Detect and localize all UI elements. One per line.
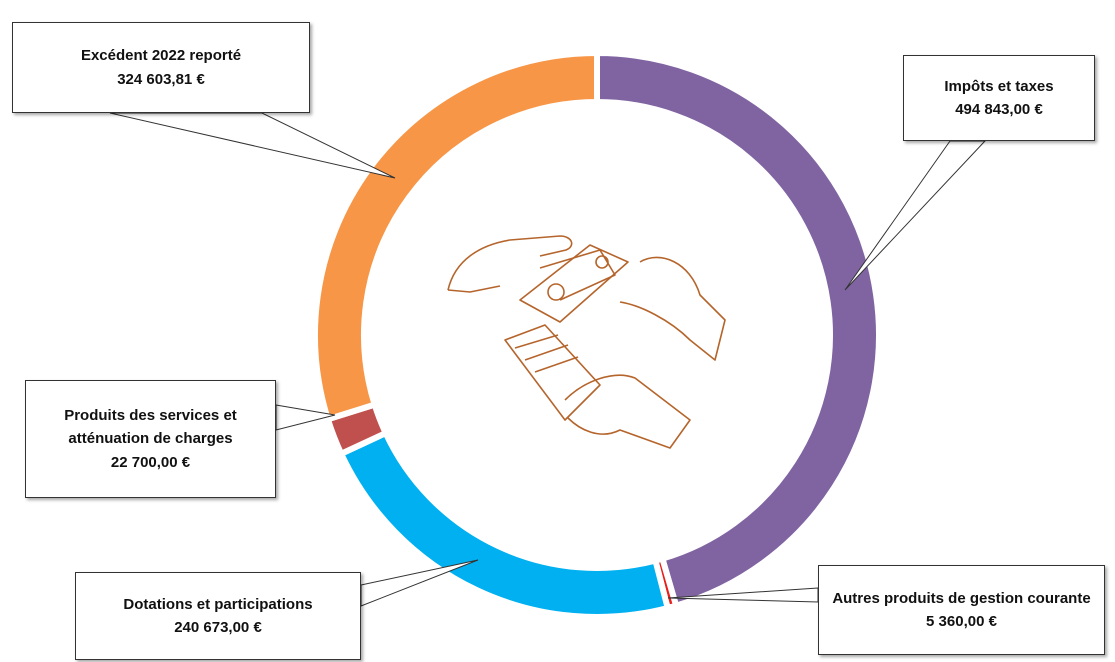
- center-illustration: [448, 236, 725, 448]
- category-label: Excédent 2022 reporté: [81, 44, 241, 67]
- category-label: Produits des services et atténuation de …: [34, 404, 267, 451]
- callout-pointer: [110, 113, 395, 178]
- category-label: Autres produits de gestion courante: [832, 587, 1090, 610]
- callout-label: Produits des services et atténuation de …: [25, 380, 276, 498]
- category-label: Impôts et taxes: [944, 75, 1053, 98]
- donut-segment: [597, 53, 879, 606]
- value-label: 5 360,00 €: [926, 610, 997, 633]
- page: (() => { const data = JSON.parse(documen…: [0, 0, 1115, 662]
- callout-pointer: [845, 141, 985, 290]
- value-label: 240 673,00 €: [174, 616, 262, 639]
- value-label: 324 603,81 €: [117, 68, 205, 91]
- value-label: 494 843,00 €: [955, 98, 1043, 121]
- value-label: 22 700,00 €: [111, 451, 190, 474]
- category-label: Dotations et participations: [123, 593, 312, 616]
